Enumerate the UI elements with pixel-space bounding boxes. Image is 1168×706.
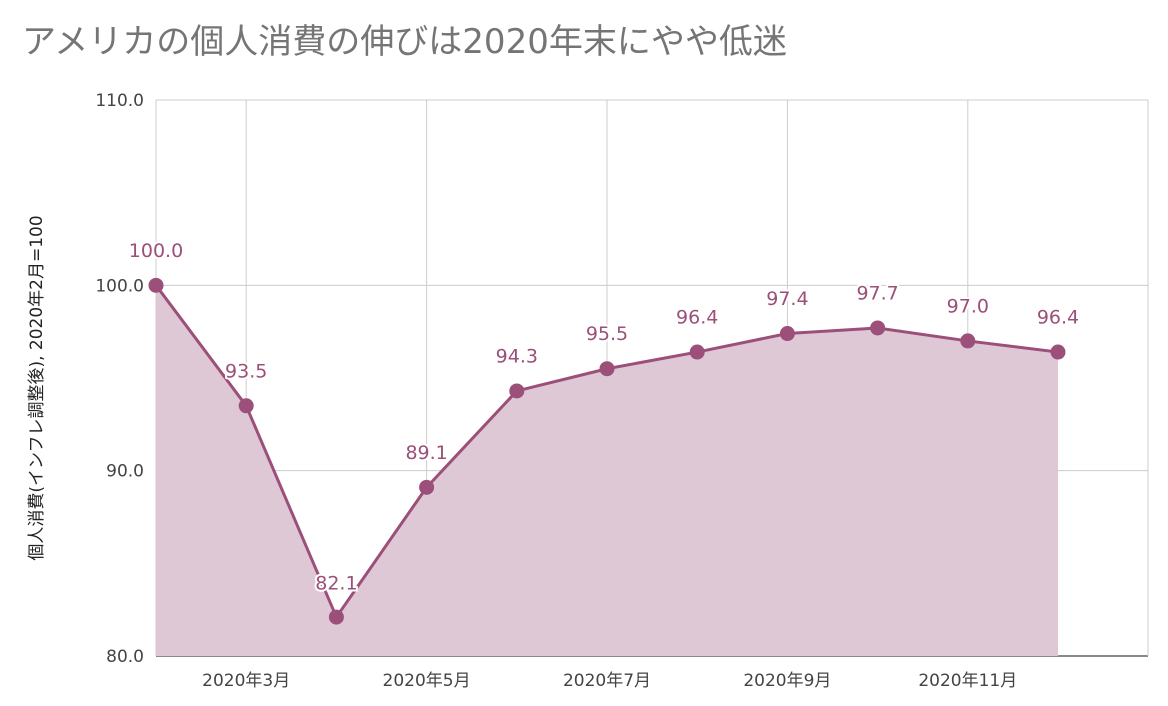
- area-series: [156, 285, 1058, 656]
- data-label: 96.4: [676, 307, 718, 329]
- data-label: 97.7: [856, 282, 898, 304]
- x-axis-ticks: 2020年3月 2020年5月 2020年7月 2020年9月 2020年11月: [202, 671, 1017, 691]
- data-point: [509, 383, 525, 399]
- data-point: [779, 326, 795, 342]
- x-tick-label: 2020年9月: [743, 671, 831, 691]
- data-point: [870, 320, 886, 336]
- area-fill: [156, 285, 1058, 656]
- data-point: [1050, 344, 1066, 360]
- y-tick-label: 110.0: [95, 91, 144, 111]
- data-label: 82.1: [315, 573, 357, 595]
- data-label: 93.5: [225, 360, 267, 382]
- y-axis-ticks: 80.0 90.0 100.0 110.0: [95, 91, 144, 667]
- x-tick-label: 2020年11月: [918, 671, 1017, 691]
- data-label: 96.4: [1037, 307, 1079, 329]
- x-tick-label: 2020年3月: [202, 671, 290, 691]
- y-tick-label: 100.0: [95, 276, 144, 296]
- data-label: 97.4: [766, 288, 808, 310]
- data-label: 95.5: [586, 323, 628, 345]
- y-tick-label: 90.0: [106, 462, 144, 482]
- y-axis-label: 個人消費(インフレ調整後), 2020年2月=100: [27, 215, 47, 560]
- data-label: 97.0: [947, 295, 989, 317]
- y-tick-label: 80.0: [106, 647, 144, 667]
- data-label: 94.3: [496, 345, 538, 367]
- data-point: [599, 361, 615, 377]
- data-point: [689, 344, 705, 360]
- data-points: [148, 277, 1066, 625]
- chart-title: アメリカの個人消費の伸びは2020年末にやや低迷: [22, 22, 787, 62]
- data-point: [238, 398, 254, 414]
- data-label: 100.0: [129, 240, 183, 262]
- data-point: [960, 333, 976, 349]
- data-labels: 100.0 93.5 82.1 89.1 94.3 95.5 96.4 97.4 97.7 97.…: [127, 238, 1081, 597]
- data-label: 89.1: [405, 442, 447, 464]
- data-point: [328, 609, 344, 625]
- data-point: [148, 277, 164, 293]
- x-tick-label: 2020年7月: [563, 671, 651, 691]
- x-tick-label: 2020年5月: [383, 671, 471, 691]
- data-point: [419, 479, 435, 495]
